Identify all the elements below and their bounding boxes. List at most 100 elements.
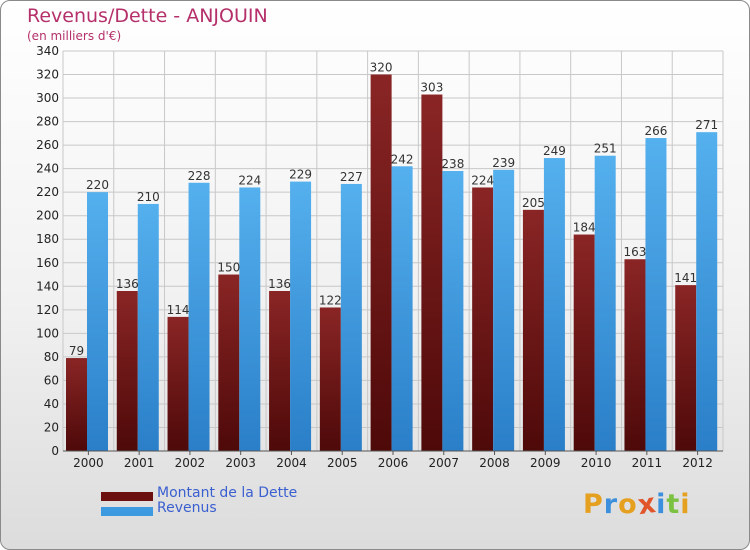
data-label: 141 — [674, 271, 697, 285]
bar-revenus — [493, 169, 515, 451]
data-label: 79 — [69, 344, 84, 358]
data-label: 320 — [370, 61, 393, 75]
bar-dette — [269, 291, 291, 451]
x-tick-label: 2005 — [327, 456, 358, 470]
logo-letter: o — [618, 489, 638, 520]
x-tick-label: 2011 — [632, 456, 663, 470]
y-tick-label: 260 — [36, 138, 59, 152]
legend-label-dette: Montant de la Dette — [157, 485, 298, 501]
data-label: 122 — [319, 293, 342, 307]
y-tick-label: 40 — [44, 397, 59, 411]
y-tick-label: 280 — [36, 115, 59, 129]
y-tick-label: 80 — [44, 350, 59, 364]
x-tick-label: 2010 — [581, 456, 612, 470]
bar-dette — [370, 74, 392, 451]
y-tick-label: 20 — [44, 420, 59, 434]
bar-dette — [573, 234, 595, 451]
bar-revenus — [137, 203, 159, 451]
logo-letter: i — [680, 489, 691, 520]
data-labels: 79 220 136 210 114 228 150 224 136 229 122 227 320 24… — [69, 61, 718, 359]
x-tick-label: 2012 — [682, 456, 713, 470]
data-label: 227 — [340, 170, 363, 184]
proxiti-logo: Proxiti — [583, 487, 691, 522]
bar-revenus — [340, 183, 362, 452]
logo-letter: x — [635, 487, 659, 522]
legend-swatch-dette — [101, 492, 153, 501]
legend-label-revenus: Revenus — [157, 500, 217, 516]
bar-revenus — [87, 192, 108, 452]
data-label: 303 — [420, 81, 443, 95]
bar-dette — [522, 209, 544, 451]
y-tick-label: 140 — [36, 279, 59, 293]
y-tick-label: 100 — [36, 326, 59, 340]
data-label: 238 — [441, 157, 464, 171]
x-tick-label: 2003 — [225, 456, 256, 470]
data-label: 242 — [391, 152, 414, 166]
data-label: 229 — [289, 168, 312, 182]
y-tick-label: 340 — [36, 44, 59, 58]
data-label: 239 — [492, 156, 515, 170]
data-label: 271 — [695, 118, 718, 132]
data-label: 224 — [238, 173, 261, 187]
data-label: 249 — [543, 144, 566, 158]
bar-revenus — [239, 187, 261, 451]
x-tick-label: 2008 — [479, 456, 510, 470]
data-label: 205 — [522, 196, 545, 210]
data-label: 251 — [594, 142, 617, 156]
y-tick-label: 220 — [36, 185, 59, 199]
y-tick-label: 300 — [36, 91, 59, 105]
bar-dette — [421, 94, 443, 451]
data-label: 228 — [188, 169, 211, 183]
bar-revenus — [696, 132, 718, 452]
logo-letter: i — [656, 489, 667, 520]
legend-swatch-revenus — [101, 507, 153, 516]
data-label: 220 — [86, 178, 109, 192]
y-tick-label: 120 — [36, 303, 59, 317]
bar-revenus — [290, 181, 312, 451]
x-tick-label: 2002 — [175, 456, 206, 470]
y-tick-label: 320 — [36, 68, 59, 82]
y-tick-label: 160 — [36, 256, 59, 270]
bar-dette — [624, 259, 646, 451]
bar-revenus — [543, 158, 565, 451]
data-label: 184 — [573, 221, 596, 235]
data-label: 224 — [471, 173, 494, 187]
y-tick-label: 180 — [36, 232, 59, 246]
data-label: 266 — [645, 124, 668, 138]
data-label: 136 — [116, 277, 139, 291]
x-tick-label: 2009 — [530, 456, 561, 470]
chart-title: Revenus/Dette - ANJOUIN — [27, 5, 268, 27]
bar-dette — [472, 187, 494, 451]
bar-revenus — [442, 171, 464, 451]
bar-revenus — [594, 155, 616, 452]
axes: 0 20 40 60 80 100 120 140 160 180 200 220 240 260 280 3… — [36, 44, 723, 470]
y-tick-label: 60 — [44, 373, 59, 387]
data-label: 210 — [137, 190, 160, 204]
x-tick-label: 2006 — [378, 456, 409, 470]
bars — [66, 74, 718, 452]
logo-letter: r — [603, 489, 619, 520]
bar-dette — [66, 358, 87, 451]
y-tick-label: 200 — [36, 209, 59, 223]
data-label: 150 — [217, 261, 240, 275]
bar-dette — [675, 285, 697, 451]
data-label: 114 — [167, 303, 190, 317]
bar-revenus — [188, 182, 210, 451]
bar-dette — [218, 274, 240, 451]
bar-revenus — [645, 138, 667, 451]
y-tick-label: 0 — [51, 444, 59, 458]
x-tick-label: 2001 — [124, 456, 155, 470]
bar-revenus — [391, 166, 413, 451]
bar-dette — [167, 316, 189, 451]
chart-subtitle: (en milliers d'€) — [27, 29, 122, 43]
x-tick-label: 2000 — [73, 456, 104, 470]
bar-dette — [319, 307, 341, 451]
data-label: 163 — [624, 245, 647, 259]
y-tick-label: 240 — [36, 162, 59, 176]
x-tick-label: 2004 — [276, 456, 307, 470]
data-label: 136 — [268, 277, 291, 291]
logo-letter: t — [666, 489, 681, 520]
logo-letter: P — [583, 489, 604, 520]
